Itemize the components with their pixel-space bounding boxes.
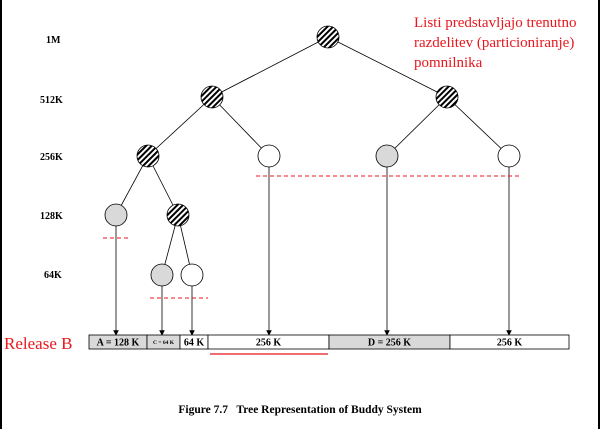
- tree-edges: [115, 36, 510, 276]
- block-label: 64 K: [184, 338, 205, 349]
- level-label-1m: 1M: [46, 35, 61, 46]
- edge: [386, 96, 448, 157]
- block-label: C = 64 K: [153, 340, 175, 346]
- leaf-free-node: [180, 263, 204, 287]
- block-label: D = 256 K: [368, 338, 411, 349]
- split-node: [200, 85, 224, 109]
- leaf-arrows: [113, 167, 512, 336]
- edge: [147, 96, 213, 157]
- block-label: 256 K: [497, 338, 523, 349]
- edge: [211, 96, 270, 157]
- annotation-line-2: razdelitev (particioniranje): [414, 35, 574, 51]
- partition-markers: [103, 175, 522, 299]
- annotation-line-1: Listi predstavljajo trenutno: [414, 15, 576, 31]
- split-node: [435, 85, 459, 109]
- memory-bar: A = 128 K C = 64 K 64 K 256 K D = 256 K …: [88, 334, 570, 350]
- level-label-512k: 512K: [40, 95, 63, 106]
- level-label-128k: 128K: [40, 211, 63, 222]
- leaf-free-node: [497, 144, 521, 168]
- block-label: 256 K: [256, 338, 282, 349]
- release-label: Release B: [4, 334, 72, 353]
- split-node: [136, 144, 160, 168]
- leaf-free-node: [257, 144, 281, 168]
- figure-caption: Figure 7.7 Tree Representation of Buddy …: [178, 404, 422, 416]
- leaf-allocated-node: [375, 144, 399, 168]
- edge: [327, 36, 448, 98]
- level-label-256k: 256K: [40, 152, 63, 163]
- memory-block-free-256k-right: [449, 334, 570, 350]
- split-node: [166, 203, 190, 227]
- edge: [446, 96, 510, 157]
- leaf-allocated-node: [150, 263, 174, 287]
- tree-nodes: [104, 25, 521, 287]
- split-node: [316, 25, 340, 49]
- edge: [211, 36, 329, 98]
- annotation-line-3: pomnilnika: [414, 55, 483, 71]
- block-label: A = 128 K: [97, 338, 140, 349]
- level-label-64k: 64K: [44, 270, 62, 281]
- leaf-allocated-node: [104, 203, 128, 227]
